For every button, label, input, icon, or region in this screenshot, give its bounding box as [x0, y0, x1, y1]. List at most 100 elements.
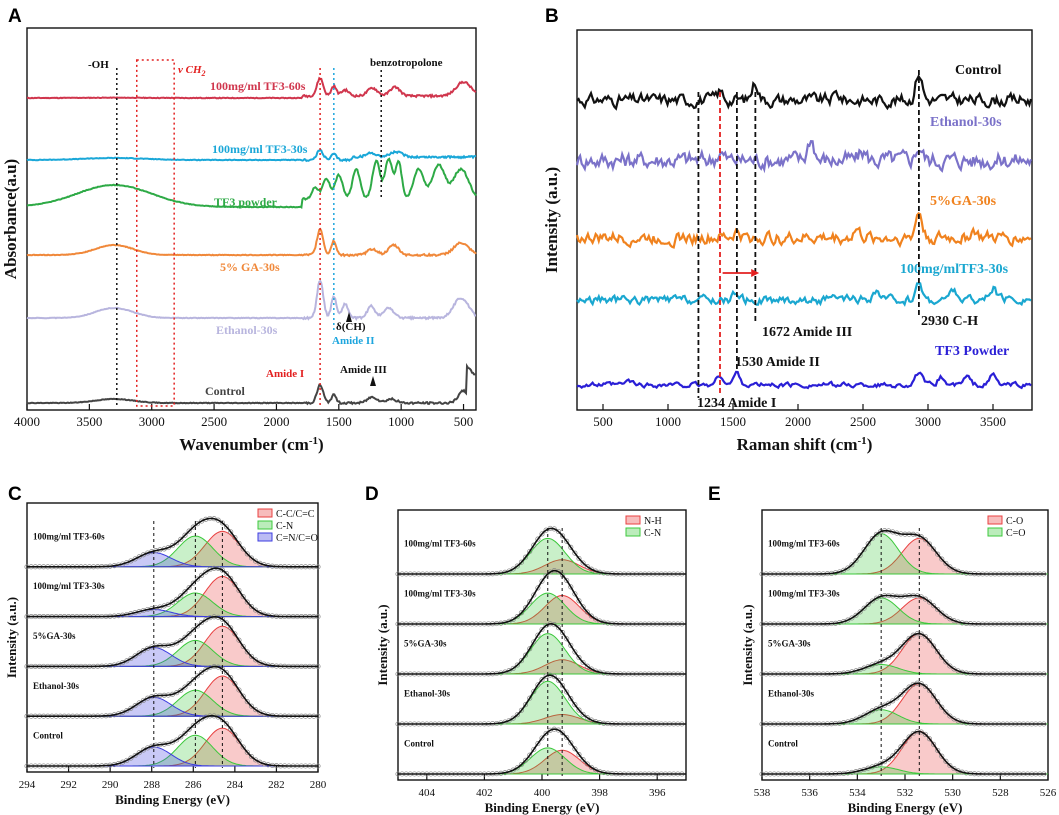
panel-c-legend-swatch — [257, 532, 273, 542]
panel-d-data-point — [576, 707, 582, 713]
panel-e-envelope — [762, 682, 1047, 725]
panel-d-data-point — [535, 632, 541, 638]
panel-c-data-point — [140, 552, 146, 558]
panel-c-data-point — [178, 734, 184, 740]
panel-e-data-point — [853, 716, 859, 722]
panel-e-data-point — [943, 659, 949, 665]
panel-a-arrow-dch2 — [346, 312, 352, 322]
panel-e-data-point — [951, 766, 957, 772]
panel-d-data-point — [580, 711, 586, 717]
panel-c-data-point — [248, 703, 255, 709]
panel-c-series-label: 100mg/ml TF3-60s — [33, 531, 105, 541]
panel-d-envelope — [398, 527, 686, 575]
panel-e-ylabel: Intensity (a.u.) — [740, 604, 755, 685]
panel-c-chart: 294 292 290 288 286 284 282 280 Binding Energy (… — [4, 502, 327, 807]
panel-d-data-point — [518, 761, 524, 768]
panel-a-series-label: Ethanol-30s — [216, 323, 278, 337]
panel-e-data-point — [902, 688, 908, 694]
panel-c-x-tick-label: 292 — [60, 779, 77, 791]
panel-d-data-point — [564, 734, 570, 741]
panel-e-data-point — [849, 562, 855, 568]
panel-c-legend-swatch — [257, 520, 273, 530]
panel-c-data-point — [223, 524, 230, 530]
panel-d-data-point — [568, 642, 574, 648]
panel-c-data-point — [182, 532, 188, 538]
panel-d-data-point — [568, 544, 574, 550]
panel-b-x-tick-label: 1500 — [720, 414, 746, 429]
panel-c-data-point — [186, 680, 192, 687]
panel-e-data-point — [890, 753, 896, 759]
panel-d-data-point — [580, 604, 586, 610]
panel-e-x-tick-label: 532 — [897, 787, 914, 799]
panel-d-data-point — [539, 677, 545, 683]
panel-e-data-point — [939, 753, 945, 759]
panel-e-series-label: 100mg/ml TF3-60s — [768, 539, 840, 549]
panel-d-data-point — [584, 663, 590, 669]
panel-e-data-point — [894, 695, 900, 701]
panel-c-envelope — [27, 517, 318, 568]
panel-b-series-label: 100mg/mlTF3-30s — [900, 262, 1009, 277]
panel-c-data-point — [140, 697, 146, 703]
panel-e-series-label: Ethanol-30s — [768, 689, 815, 699]
panel-c-legend-swatch — [257, 508, 273, 518]
panel-e-data-point — [922, 596, 928, 602]
panel-e-data-point — [926, 638, 933, 644]
panel-c-data-point — [219, 567, 225, 573]
panel-e-x-tick-label: 538 — [754, 787, 771, 799]
panel-d-data-point — [527, 695, 533, 701]
panel-d-data-point — [560, 730, 566, 736]
panel-e-legend-label: C-O — [1006, 516, 1023, 527]
panel-c-data-point — [124, 708, 130, 714]
panel-d-data-point — [527, 599, 533, 605]
panel-e-data-point — [873, 706, 879, 712]
panel-c-data-point — [132, 653, 138, 659]
panel-d-data-point — [539, 578, 545, 584]
panel-d-data-point — [560, 533, 566, 539]
panel-d-data-point — [510, 616, 516, 622]
panel-e-data-point — [922, 731, 928, 737]
panel-a-amide1-label: Amide I — [266, 368, 304, 380]
panel-a-trace-1 — [26, 148, 477, 163]
panel-c-data-point — [248, 754, 255, 760]
panel-e-data-point — [898, 644, 904, 650]
panel-d-xlabel: Binding Energy (eV) — [485, 800, 600, 815]
panel-e-component — [762, 730, 1048, 775]
panel-e-data-point — [873, 531, 879, 537]
panel-a-x-tick-label: 2500 — [201, 414, 227, 429]
panel-c-data-point — [244, 749, 250, 755]
panel-c-data-point — [232, 581, 238, 587]
panel-d-data-point — [564, 577, 570, 583]
panel-e-data-point — [841, 567, 847, 573]
panel-d-component — [398, 747, 686, 775]
panel-e-series-label: Control — [768, 739, 798, 749]
panel-c-envelope — [27, 615, 318, 668]
panel-c-data-point — [236, 637, 242, 643]
panel-b-x-tick-label: 3500 — [980, 414, 1006, 429]
panel-c-component — [27, 746, 318, 767]
panel-d-data-point — [560, 683, 566, 689]
panel-c-x-tick-label: 294 — [19, 779, 36, 791]
panel-c-series-label: Ethanol-30s — [33, 681, 80, 691]
panel-c-data-point — [240, 546, 246, 552]
panel-b-x-tick-label: 2000 — [785, 414, 811, 429]
panel-e-data-point — [931, 741, 937, 747]
panel-c-data-point — [244, 699, 250, 705]
panel-c-data-point — [128, 705, 134, 711]
panel-c-envelope — [27, 567, 318, 618]
panel-d-data-point — [514, 614, 520, 620]
panel-e-envelope — [762, 594, 1047, 625]
panel-b-trace-4 — [576, 370, 1032, 390]
panel-e-data-point — [947, 663, 953, 669]
panel-e-data-point — [865, 710, 871, 716]
panel-b-x-tick-label: 2500 — [850, 414, 876, 429]
panel-c-data-point — [236, 540, 242, 546]
panel-c-data-point — [257, 709, 263, 715]
panel-c-data-point — [248, 555, 255, 561]
panel-c-x-tick-label: 288 — [143, 779, 160, 791]
panel-c-data-point — [182, 634, 188, 640]
panel-c-x-tick-label: 290 — [102, 779, 119, 791]
panel-d-data-point — [551, 674, 557, 680]
panel-e-data-point — [906, 635, 912, 641]
panel-e-data-point — [947, 762, 953, 769]
panel-c-data-point — [199, 572, 205, 578]
